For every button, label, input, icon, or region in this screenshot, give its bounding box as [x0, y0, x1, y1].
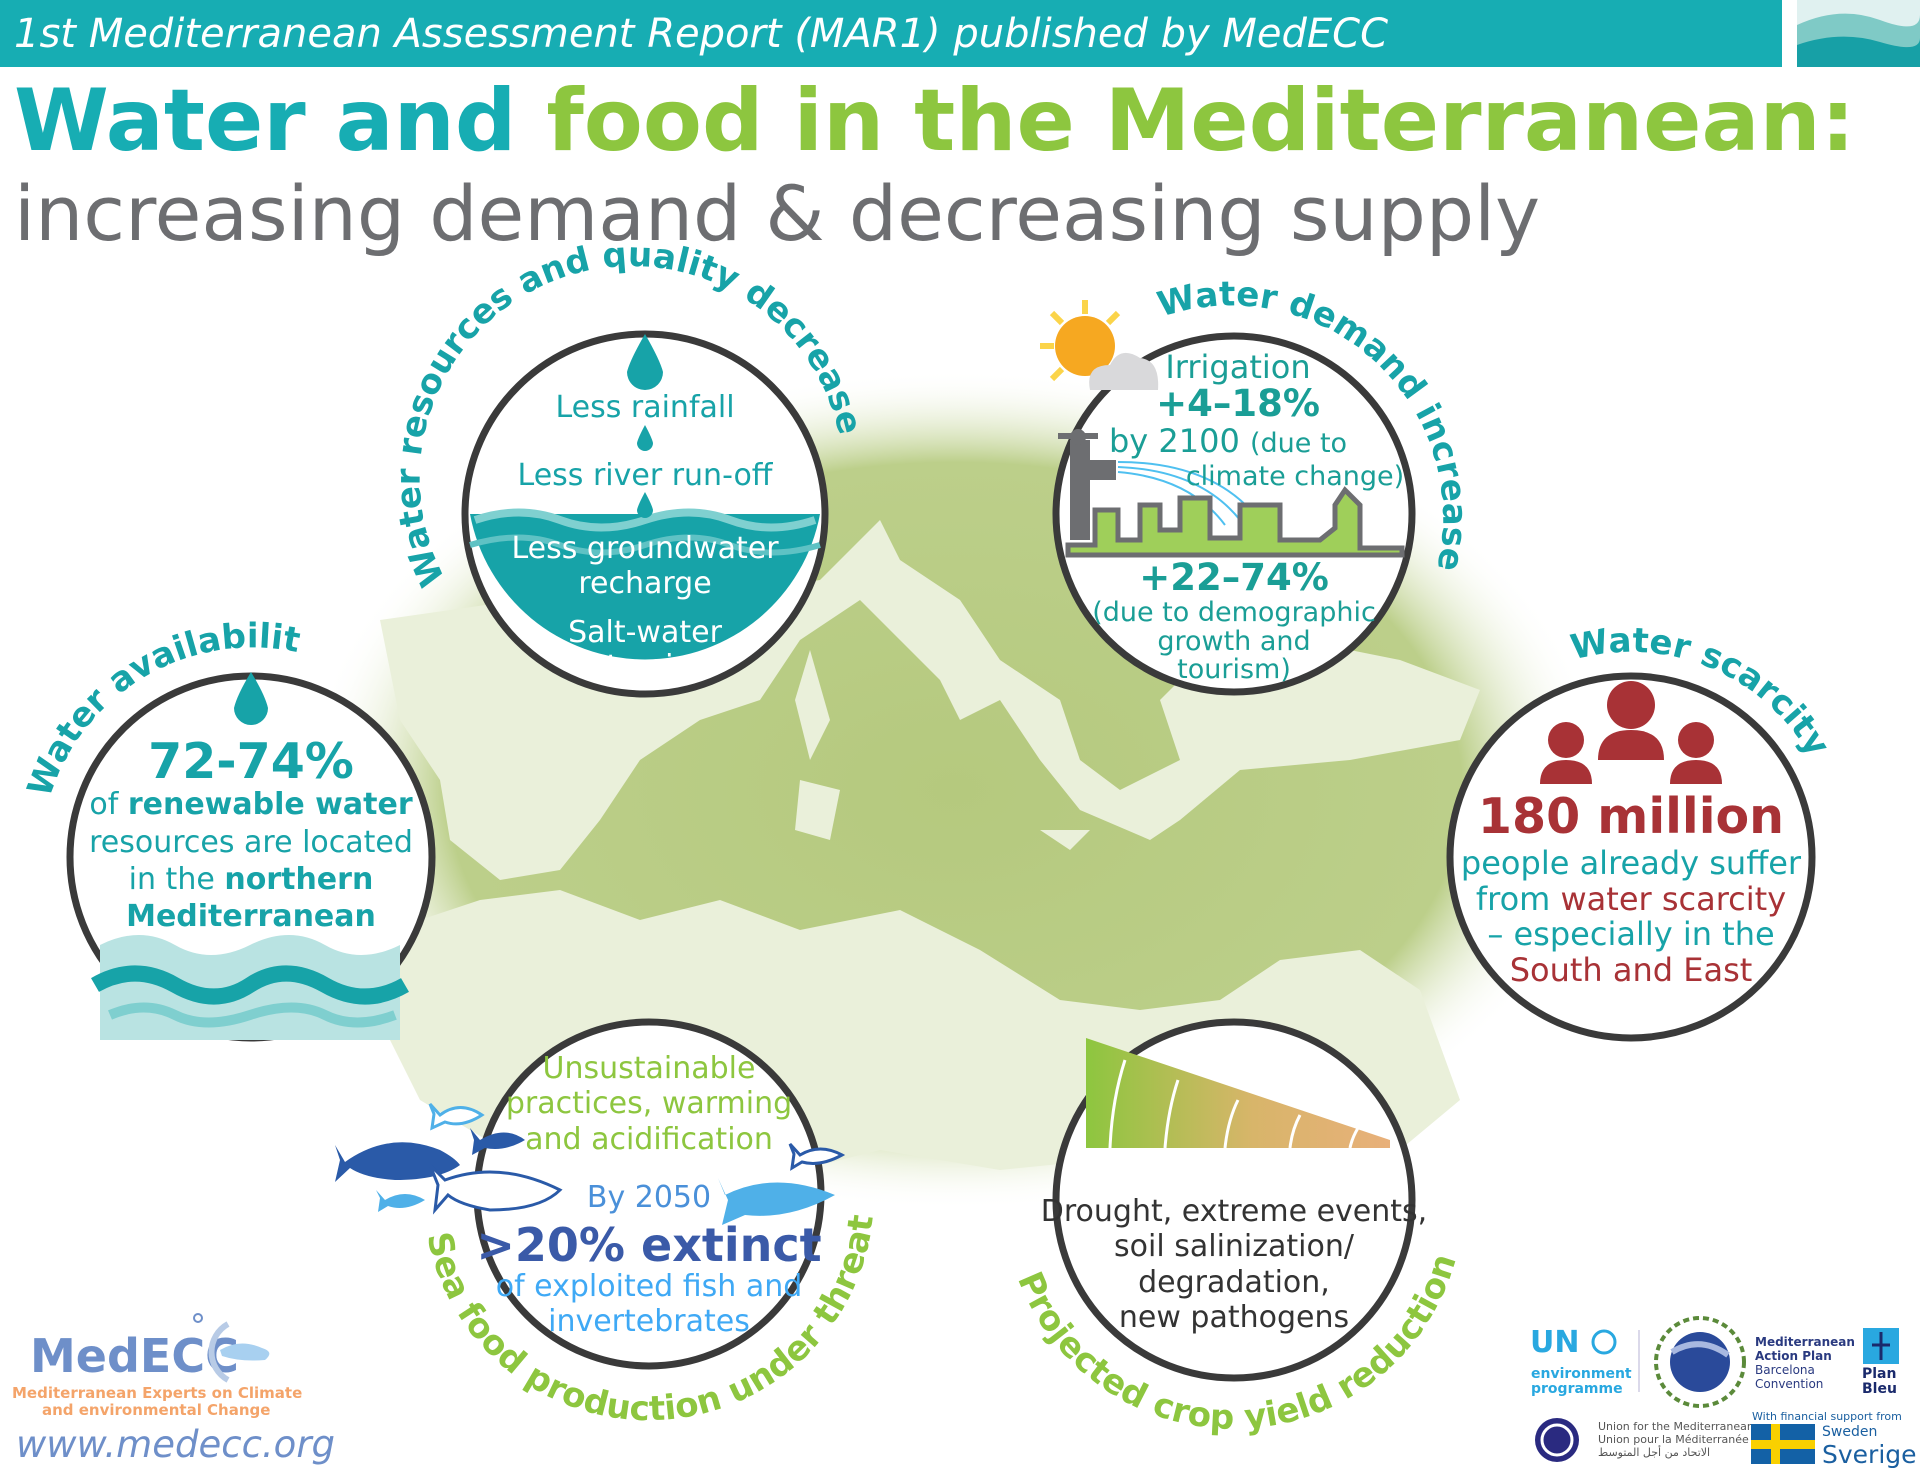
waves-icon: [91, 935, 409, 1040]
seafood-year: By 2050: [587, 1180, 711, 1215]
sun-cloud-icon: [1040, 300, 1159, 390]
total-demand-cause: tourism): [1177, 654, 1291, 685]
irrigation-timeframe: by 2100 (due to: [1109, 422, 1347, 460]
tap-icon: [1058, 429, 1116, 540]
scarcity-line: people already suffer: [1461, 844, 1802, 882]
irrigation-label: Irrigation: [1165, 348, 1310, 386]
wave-logo: [1797, 0, 1920, 68]
seafood-value: >20% extinct: [476, 1218, 821, 1272]
crop-line: new pathogens: [1119, 1300, 1349, 1335]
medecc-logo: MedECC Mediterranean Experts on Climate …: [12, 1313, 302, 1419]
irrigation-cause: climate change): [1186, 461, 1404, 492]
total-demand-value: +22–74%: [1139, 556, 1329, 599]
availability-line: of renewable water: [89, 787, 412, 822]
fish-icon: [335, 1102, 846, 1225]
seafood-line: Unsustainable: [543, 1051, 756, 1086]
website-link[interactable]: www.medecc.org: [16, 1423, 335, 1466]
water-drop-icon: [627, 334, 663, 390]
svg-text:environment: environment: [1531, 1366, 1632, 1382]
page-subtitle: increasing demand & decreasing supply: [14, 169, 1540, 258]
svg-text:Mediterranean: Mediterranean: [1755, 1335, 1855, 1349]
seafood-line: practices, warming: [506, 1086, 792, 1121]
resource-line: Less groundwater: [511, 531, 779, 566]
page-title: Water and food in the Mediterranean:: [14, 71, 1855, 171]
banner-text: 1st Mediterranean Assessment Report (MAR…: [14, 11, 1388, 57]
svg-text:Union pour la Méditerranée: Union pour la Méditerranée: [1598, 1433, 1749, 1446]
ufm-logo: Union for the Mediterranean Union pour l…: [1535, 1418, 1754, 1462]
resource-line: intrusion: [579, 649, 711, 684]
total-demand-cause: growth and: [1157, 626, 1310, 657]
city-skyline-icon: [1065, 486, 1405, 558]
svg-text:With financial support from: With financial support from: [1752, 1410, 1902, 1423]
medecc-logo-text: MedECC: [30, 1329, 239, 1383]
crop-line: soil salinization/: [1114, 1229, 1355, 1264]
sweden-logo: With financial support from Sweden Sveri…: [1751, 1410, 1917, 1469]
seafood-line: and acidification: [525, 1122, 773, 1157]
availability-line: Mediterranean: [126, 899, 376, 934]
svg-text:Action Plan: Action Plan: [1755, 1349, 1832, 1363]
availability-line: in the northern: [129, 862, 374, 897]
svg-text:Plan: Plan: [1862, 1366, 1896, 1382]
resource-line: Salt-water: [568, 615, 722, 650]
scarcity-value: 180 million: [1478, 788, 1784, 845]
crop-line: degradation,: [1138, 1265, 1330, 1300]
resource-line: recharge: [578, 566, 711, 601]
wheat-stalk-icons: [1108, 1059, 1360, 1149]
svg-text:الاتحاد من أجل المتوسط: الاتحاد من أجل المتوسط: [1598, 1445, 1710, 1459]
svg-text:Bleu: Bleu: [1862, 1381, 1897, 1397]
plan-bleu-logo: Plan Bleu: [1862, 1328, 1899, 1397]
resource-line: Less river run-off: [518, 458, 774, 493]
svg-text:Sweden: Sweden: [1822, 1424, 1877, 1440]
svg-text:Union for the Mediterranean: Union for the Mediterranean: [1598, 1420, 1754, 1433]
svg-text:Convention: Convention: [1755, 1377, 1823, 1391]
people-icon: [1540, 681, 1722, 784]
medecc-tagline: and environmental Change: [42, 1401, 270, 1419]
svg-text:programme: programme: [1531, 1381, 1623, 1397]
scarcity-line: – especially in the: [1487, 915, 1774, 953]
seafood-line: invertebrates: [548, 1304, 750, 1339]
resource-line: Less rainfall: [555, 390, 734, 425]
crop-line: Drought, extreme events,: [1041, 1194, 1427, 1229]
seafood-line: of exploited fish and: [496, 1269, 803, 1304]
water-drop-icon: [637, 425, 653, 451]
water-drop-icon: [234, 672, 268, 725]
medecc-tagline: Mediterranean Experts on Climate: [12, 1384, 302, 1402]
scarcity-line: South and East: [1510, 951, 1753, 989]
groundwater-fill: [470, 514, 820, 660]
svg-text:Sverige: Sverige: [1822, 1440, 1917, 1469]
availability-line: resources are located: [89, 825, 413, 860]
total-demand-cause: (due to demographic: [1092, 597, 1376, 628]
svg-text:UN: UN: [1530, 1325, 1579, 1360]
irrigation-value: +4–18%: [1156, 382, 1320, 425]
header-banner: [0, 0, 1782, 67]
seafood-panel: Unsustainable practices, warming and aci…: [335, 1018, 882, 1429]
scarcity-line: from water scarcity: [1476, 880, 1786, 918]
water-scarcity-panel: 180 million people already suffer from w…: [1446, 621, 1838, 1042]
water-drop-icon: [637, 492, 653, 518]
unep-logo: UN environment programme: [1530, 1325, 1640, 1397]
wheat-decline-icon: [1086, 1038, 1390, 1148]
availability-value: 72-74%: [148, 733, 354, 790]
svg-text:Barcelona: Barcelona: [1755, 1363, 1815, 1377]
map-barcelona-logo: Mediterranean Action Plan Barcelona Conv…: [1654, 1316, 1855, 1408]
